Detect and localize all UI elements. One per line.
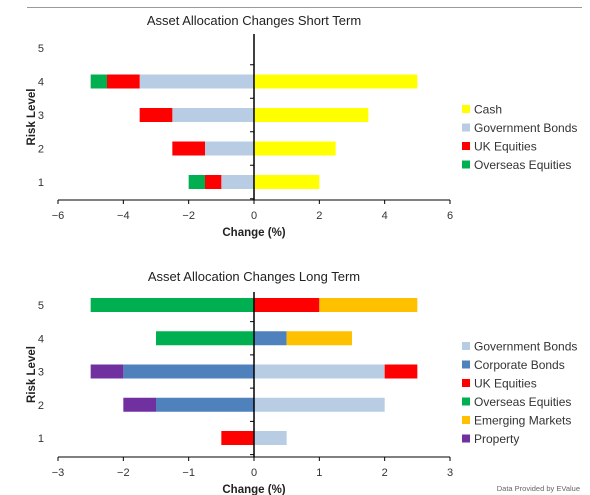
chart2-title: Asset Allocation Changes Long Term bbox=[148, 269, 360, 284]
chart1-bar-level-2-government-bonds bbox=[205, 141, 254, 156]
chart1-y-tick-label: 4 bbox=[38, 77, 44, 89]
chart1-bar-level-2-uk-equities bbox=[172, 141, 205, 156]
chart1-x-tick-label: −4 bbox=[117, 210, 130, 222]
chart2-bar-level-2-government-bonds bbox=[254, 397, 385, 412]
chart2-bar-level-5-uk-equities bbox=[254, 298, 320, 312]
chart1-x-axis-label: Change (%) bbox=[222, 227, 285, 239]
chart2-x-tick-label: 0 bbox=[251, 467, 257, 479]
chart2-legend-swatch bbox=[462, 379, 470, 387]
chart2-y-tick-label: 3 bbox=[38, 367, 44, 379]
chart2-legend-swatch bbox=[462, 360, 470, 369]
chart1-legend-swatch bbox=[462, 123, 470, 132]
chart2-y-tick-label: 5 bbox=[38, 300, 44, 312]
chart1-y-tick-label: 1 bbox=[38, 177, 44, 189]
chart2-legend-swatch bbox=[462, 397, 470, 406]
chart2-x-tick-label: 3 bbox=[447, 467, 453, 479]
chart2-x-axis-label: Change (%) bbox=[222, 484, 285, 495]
chart1-bar-level-2-cash bbox=[254, 141, 336, 156]
chart2-bar-level-4-overseas-equities bbox=[156, 331, 254, 346]
chart2-x-tick-label: −2 bbox=[117, 467, 130, 479]
chart2-x-tick-label: 2 bbox=[382, 467, 388, 479]
chart2-bar-level-1-uk-equities bbox=[221, 431, 254, 445]
chart1-bar-level-1-cash bbox=[254, 175, 320, 189]
chart1-legend-swatch bbox=[462, 142, 470, 150]
chart2-y-tick-label: 4 bbox=[38, 333, 44, 345]
chart1-x-tick-label: 6 bbox=[447, 210, 453, 222]
chart1-bar-level-4-uk-equities bbox=[107, 74, 140, 89]
chart1-bar-level-4-overseas-equities bbox=[90, 74, 107, 89]
chart2-bar-level-2-corporate-bonds bbox=[156, 397, 254, 412]
chart1-bar-level-1-uk-equities bbox=[205, 175, 222, 189]
chart2-bar-level-3-uk-equities bbox=[384, 364, 418, 379]
chart1-bar-level-4-government-bonds bbox=[139, 74, 254, 89]
chart2-y-axis-label: Risk Level bbox=[26, 346, 38, 403]
chart1-bar-level-3-cash bbox=[254, 108, 369, 122]
chart2-legend-swatch bbox=[462, 416, 470, 424]
chart1-y-axis-label: Risk Level bbox=[26, 89, 38, 146]
chart2-bar-level-4-corporate-bonds bbox=[254, 331, 287, 346]
chart1-legend-label: UK Equities bbox=[474, 140, 537, 154]
chart2-bar-level-5-overseas-equities bbox=[90, 298, 255, 312]
chart1-y-tick-label: 3 bbox=[38, 110, 44, 122]
chart2-legend-label: UK Equities bbox=[474, 377, 537, 391]
chart2-legend-label: Government Bonds bbox=[474, 340, 577, 354]
chart1-bar-level-4-cash bbox=[254, 74, 418, 89]
chart2-legend-swatch bbox=[462, 434, 470, 443]
chart1-x-tick-label: −2 bbox=[182, 210, 195, 222]
chart1-legend-label: Overseas Equities bbox=[474, 158, 571, 172]
chart1-legend-label: Cash bbox=[474, 103, 502, 117]
top-divider bbox=[27, 7, 582, 8]
chart1-x-tick-label: −6 bbox=[52, 210, 65, 222]
chart2-bar-level-5-emerging-markets bbox=[319, 298, 418, 312]
chart1-x-tick-label: 4 bbox=[382, 210, 388, 222]
chart1-legend-label: Government Bonds bbox=[474, 121, 577, 135]
chart2-legend-label: Property bbox=[474, 432, 519, 446]
chart2-legend-label: Emerging Markets bbox=[474, 414, 571, 428]
chart2-y-tick-label: 2 bbox=[38, 400, 44, 412]
chart1-title: Asset Allocation Changes Short Term bbox=[147, 13, 361, 28]
chart2-bar-level-2-property bbox=[123, 397, 156, 412]
chart1-y-tick-label: 5 bbox=[38, 43, 44, 55]
chart1-legend-swatch bbox=[462, 105, 470, 113]
chart2-x-tick-label: 1 bbox=[316, 467, 322, 479]
chart1-legend-swatch bbox=[462, 160, 470, 169]
chart2-legend-swatch bbox=[462, 342, 470, 350]
chart1-x-tick-label: 2 bbox=[316, 210, 322, 222]
chart2-y-tick-label: 1 bbox=[38, 433, 44, 445]
chart2-bar-level-4-emerging-markets bbox=[286, 331, 352, 346]
chart2-x-tick-label: −1 bbox=[182, 467, 195, 479]
chart2-bar-level-3-property bbox=[90, 364, 124, 379]
chart1-x-tick-label: 0 bbox=[251, 210, 257, 222]
chart1-bar-level-1-overseas-equities bbox=[188, 175, 205, 189]
chart2-bar-level-1-government-bonds bbox=[254, 431, 287, 445]
chart1-bar-level-3-government-bonds bbox=[172, 108, 254, 122]
chart1-bar-level-3-uk-equities bbox=[139, 108, 173, 122]
data-credit: Data Provided by EValue bbox=[496, 484, 580, 493]
chart1-bar-level-1-government-bonds bbox=[221, 175, 254, 189]
chart1-y-tick-label: 2 bbox=[38, 144, 44, 156]
chart2-legend-label: Corporate Bonds bbox=[474, 358, 565, 372]
chart2-x-tick-label: −3 bbox=[52, 467, 65, 479]
chart2-bar-level-3-government-bonds bbox=[254, 364, 385, 379]
chart2-legend-label: Overseas Equities bbox=[474, 395, 571, 409]
chart2-bar-level-3-corporate-bonds bbox=[123, 364, 254, 379]
